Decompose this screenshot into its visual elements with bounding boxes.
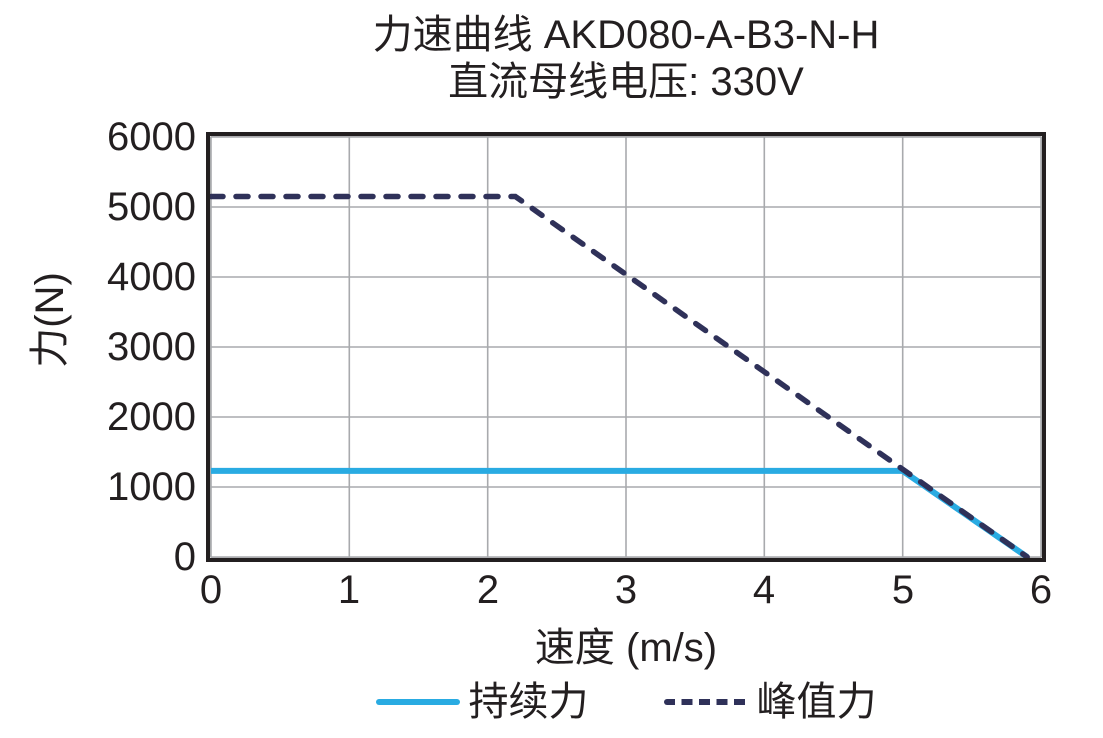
legend: 持续力 峰值力 [211, 678, 1041, 726]
y-tick-label: 3000 [107, 325, 196, 369]
legend-label: 持续力 [468, 680, 589, 724]
chart-title: 力速曲线 AKD080-A-B3-N-H [372, 13, 880, 57]
y-tick-label: 6000 [107, 115, 196, 159]
x-axis-label: 速度 (m/s) [534, 626, 718, 670]
x-tick-label: 5 [891, 568, 915, 612]
y-tick-label: 4000 [107, 255, 196, 299]
x-tick-label: 4 [752, 568, 776, 612]
x-tick-label: 3 [614, 568, 638, 612]
legend-solid-line-swatch [375, 699, 460, 705]
legend-item: 持续力 [375, 678, 589, 726]
x-tick-label: 0 [199, 568, 223, 612]
x-tick-label: 1 [337, 568, 361, 612]
chart-subtitle: 直流母线电压: 330V [448, 60, 804, 104]
x-tick-label: 6 [1029, 568, 1053, 612]
y-tick-label: 1000 [107, 465, 196, 509]
plot-frame [206, 132, 1046, 562]
x-tick-label: 2 [476, 568, 500, 612]
series-line [208, 193, 1030, 560]
chart-title-block: 力速曲线 AKD080-A-B3-N-H 直流母线电压: 330V [211, 12, 1041, 106]
legend-dashed-line-swatch [663, 699, 748, 705]
y-tick-label: 5000 [107, 185, 196, 229]
legend-label: 峰值力 [756, 680, 877, 724]
series-line [211, 467, 1029, 560]
y-tick-label: 0 [173, 535, 196, 579]
plot-area [206, 132, 1046, 562]
legend-item: 峰值力 [663, 678, 877, 726]
y-tick-label: 2000 [107, 395, 196, 439]
